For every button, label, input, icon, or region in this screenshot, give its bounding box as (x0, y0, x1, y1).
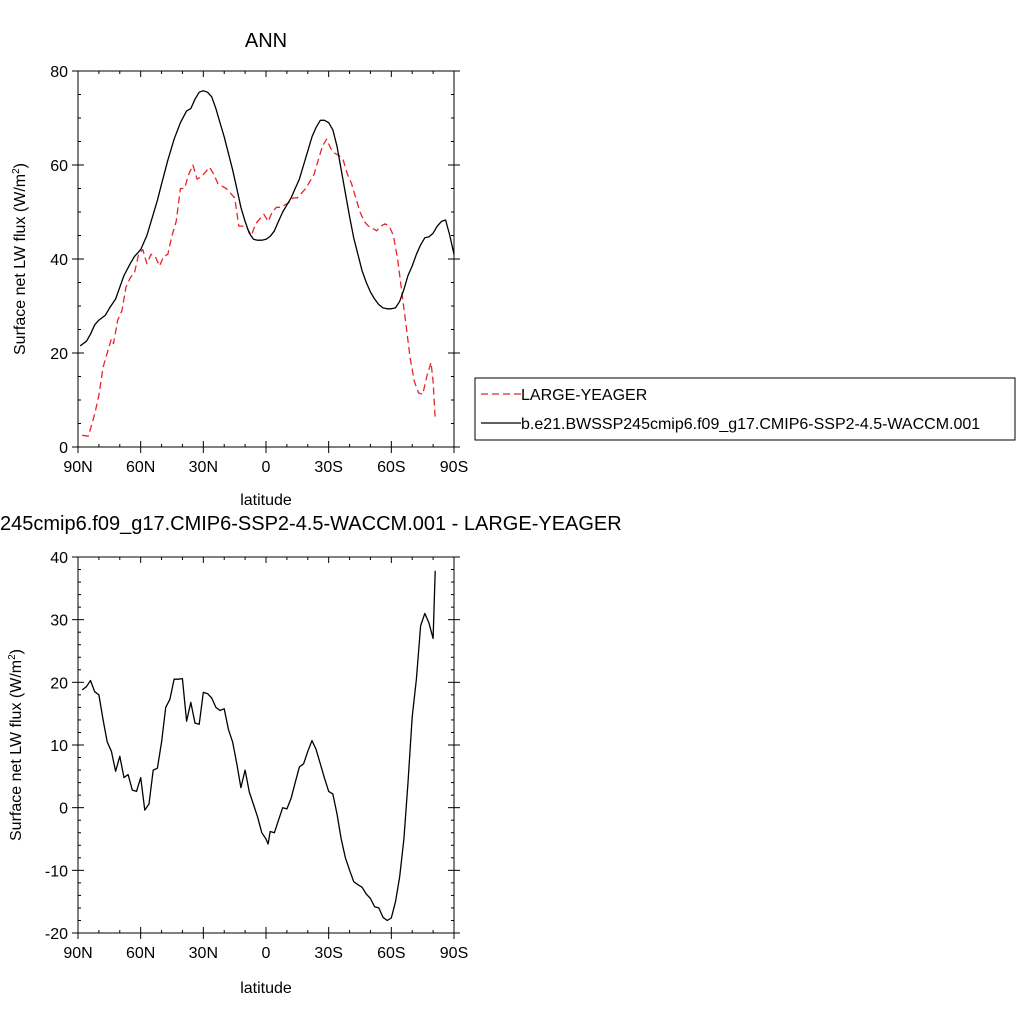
legend-label-model: b.e21.BWSSP245cmip6.f09_g17.CMIP6-SSP2-4… (521, 416, 980, 433)
panel-1-title: ANN (245, 30, 287, 52)
panel-2-series (81, 570, 436, 922)
y-tick-label: 0 (59, 801, 68, 818)
panel-1-ticks: 90N 60N 30N 0 30S 60S 90S 0 20 40 60 80 (50, 64, 468, 476)
panel-2-title: 245cmip6.f09_g17.CMIP6-SSP2-4.5-WACCM.00… (0, 513, 622, 535)
legend: LARGE-YEAGER b.e21.BWSSP245cmip6.f09_g17… (474, 377, 1016, 441)
panel-1-y-axis-label-superscript: 2 (11, 168, 22, 174)
x-tick-label: 90N (63, 945, 92, 962)
x-tick-label: 90S (440, 459, 468, 476)
y-tick-label: 20 (50, 675, 68, 692)
panel-1-y-axis-label-main: Surface net LW flux (W/m (12, 174, 29, 355)
panel-2-y-axis-label-main: Surface net LW flux (W/m (8, 660, 25, 841)
x-tick-label: 60N (126, 459, 155, 476)
y-tick-label: 80 (50, 64, 68, 81)
x-tick-label: 60S (377, 459, 405, 476)
y-tick-label: 30 (50, 613, 68, 630)
panel-1-chart: ANN 90N 60N 30N 0 30S 60S 90S 0 20 40 60 80 latitud… (11, 30, 1016, 509)
x-tick-label: 90S (440, 945, 468, 962)
x-tick-label: 60N (126, 945, 155, 962)
panel-2-ticks: 90N 60N 30N 0 30S 60S 90S -20 -10 0 10 20 30 40 (45, 550, 468, 962)
x-tick-label: 30S (314, 945, 342, 962)
panel-1-y-axis-label-close: ) (12, 163, 29, 168)
x-tick-label: 0 (262, 459, 271, 476)
x-tick-label: 30N (189, 945, 218, 962)
x-tick-label: 90N (63, 459, 92, 476)
panel-1-series (79, 90, 455, 437)
y-tick-label: 20 (50, 346, 68, 363)
legend-label-large-yeager: LARGE-YEAGER (521, 387, 647, 404)
panel-2-chart: 245cmip6.f09_g17.CMIP6-SSP2-4.5-WACCM.00… (0, 513, 622, 997)
panel-2-x-axis-label: latitude (240, 980, 292, 997)
panel-1-x-axis-label: latitude (240, 492, 292, 509)
panel-2-y-axis-label-superscript: 2 (7, 654, 18, 660)
panel-1-y-axis-label: Surface net LW flux (W/m2) (11, 163, 29, 355)
x-tick-label: 30N (189, 459, 218, 476)
series-line-difference (81, 570, 436, 922)
x-tick-label: 0 (262, 945, 271, 962)
panel-2-plot-frame (77, 556, 455, 934)
y-tick-label: 10 (50, 738, 68, 755)
panel-2-y-axis-label: Surface net LW flux (W/m2) (7, 649, 25, 841)
panel-2-y-axis-label-close: ) (8, 649, 25, 654)
y-tick-label: 0 (59, 440, 68, 457)
series-line-large-yeager (82, 138, 436, 437)
y-tick-label: 40 (50, 252, 68, 269)
x-tick-label: 30S (314, 459, 342, 476)
y-tick-label: 40 (50, 550, 68, 567)
series-line-model (79, 90, 455, 347)
y-tick-label: -10 (45, 863, 68, 880)
x-tick-label: 60S (377, 945, 405, 962)
legend-box (474, 377, 1016, 441)
panel-1-plot-frame (77, 70, 455, 448)
y-tick-label: -20 (45, 926, 68, 943)
y-tick-label: 60 (50, 158, 68, 175)
